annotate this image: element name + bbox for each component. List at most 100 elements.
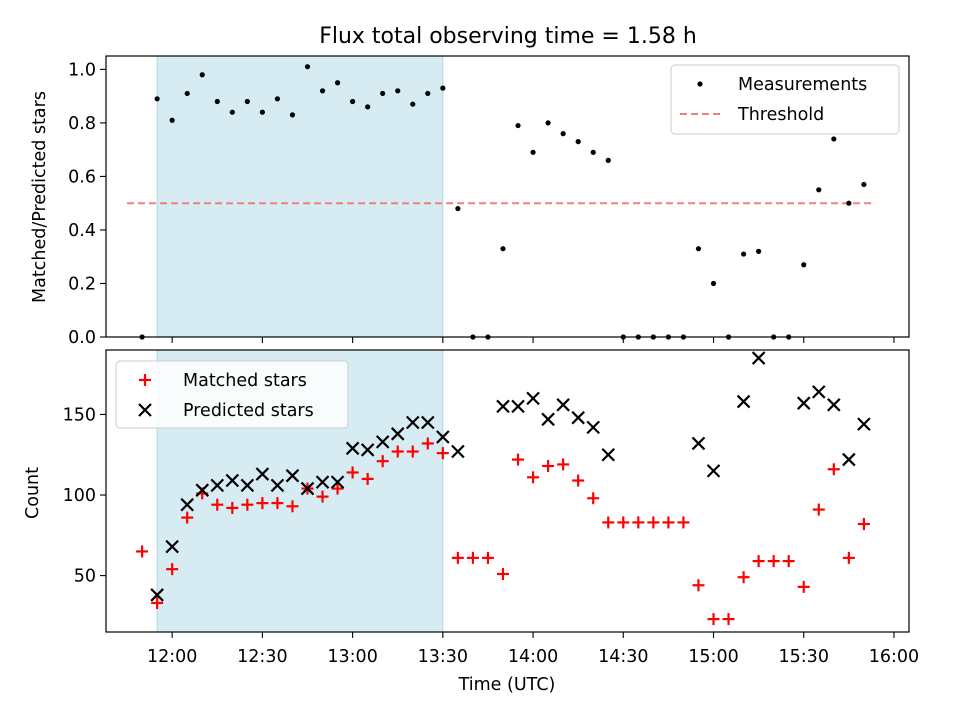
matched-star-point (166, 563, 179, 576)
matched-star-point (421, 437, 434, 450)
x-tick-label: 14:00 (508, 647, 558, 667)
matched-star-point (857, 518, 870, 531)
matched-star-point (406, 445, 419, 458)
top-y-ticks: 0.0 0.2 0.4 0.6 0.8 1.0 (68, 60, 106, 348)
y-tick-label: 0.2 (68, 274, 96, 294)
legend-matched-marker (139, 374, 151, 386)
matched-star-point (722, 613, 735, 626)
matched-stars-points (136, 437, 870, 626)
predicted-star-point (496, 399, 510, 414)
measurement-point (184, 90, 190, 97)
legend-predicted-label: Predicted stars (183, 401, 314, 421)
matched-star-point (226, 501, 239, 514)
predicted-star-point (390, 427, 405, 441)
predicted-stars-points (150, 351, 871, 602)
predicted-star-point (586, 420, 600, 435)
predicted-star-point (315, 475, 330, 489)
top-legend-box (670, 64, 900, 135)
y-tick-label: 0.4 (68, 221, 96, 241)
measurement-point (214, 98, 220, 105)
measurement-point (801, 262, 807, 268)
x-tick-label: 13:30 (418, 647, 468, 667)
predicted-star-point (195, 483, 210, 497)
measurement-points (139, 64, 867, 340)
matched-star-point (587, 492, 600, 505)
predicted-star-point (225, 473, 240, 488)
predicted-star-point (706, 464, 721, 478)
bottom-axes-frame (105, 349, 910, 633)
chart-title: Flux total observing time = 1.58 h (319, 24, 697, 49)
measurement-point (455, 205, 461, 212)
x-axis-label: Time (UTC) (458, 675, 556, 695)
matched-star-point (737, 571, 750, 584)
predicted-star-point (556, 398, 570, 412)
measurement-point (289, 112, 296, 118)
legend-matched-label: Matched stars (183, 371, 307, 391)
matched-star-point (617, 516, 630, 529)
predicted-star-point (330, 475, 345, 489)
matched-star-point (436, 447, 449, 460)
matched-star-point (827, 463, 840, 476)
matched-star-point (752, 555, 765, 568)
x-tick-label: 15:00 (688, 647, 738, 667)
measurement-point (831, 136, 837, 142)
matched-star-point (256, 497, 269, 510)
predicted-star-point (436, 430, 450, 444)
matched-star-point (466, 551, 479, 564)
measurement-point (169, 117, 175, 123)
measurement-point (365, 104, 371, 110)
matched-star-point (782, 555, 795, 568)
predicted-star-point (360, 443, 375, 457)
measurement-point (530, 149, 536, 155)
y-tick-label: 150 (63, 405, 96, 425)
predicted-star-point (736, 394, 751, 409)
predicted-star-point (165, 539, 179, 554)
y-tick-label: 0.6 (68, 167, 96, 187)
matched-star-point (271, 497, 284, 510)
predicted-star-point (255, 467, 270, 481)
predicted-star-point (285, 468, 300, 483)
predicted-star-point (751, 351, 766, 365)
y-tick-label: 100 (63, 486, 96, 506)
predicted-star-point (375, 435, 390, 449)
y-tick-label: 0.8 (68, 114, 96, 134)
measurement-point (515, 122, 521, 129)
predicted-star-point (842, 452, 856, 467)
predicted-star-point (210, 478, 225, 493)
bottom-y-label: Count (23, 467, 43, 519)
x-tick-label: 16:00 (869, 647, 919, 667)
predicted-star-point (526, 391, 540, 406)
matched-star-point (151, 596, 164, 609)
bottom-x-ticks: 12:00 12:30 13:00 13:30 14:00 14:30 15:00 15:30… (147, 632, 919, 667)
predicted-star-point (150, 588, 164, 602)
matched-star-point (812, 503, 825, 516)
matched-star-point (346, 466, 359, 479)
matched-star-point (692, 579, 705, 592)
predicted-star-point (405, 415, 420, 430)
measurement-point (816, 187, 822, 193)
measurement-point (500, 246, 506, 252)
predicted-star-point (270, 478, 285, 493)
matched-star-point (136, 545, 149, 558)
predicted-star-point (300, 481, 315, 496)
matched-star-point (391, 445, 404, 458)
matched-star-point (602, 516, 615, 529)
measurement-point (259, 109, 265, 115)
measurement-point (440, 85, 446, 91)
matched-star-point (572, 474, 585, 487)
predicted-star-point (240, 478, 255, 493)
measurement-point (740, 251, 747, 257)
matched-star-point (542, 460, 555, 473)
bottom-legend-box (115, 360, 349, 429)
top-x-ticks (171, 337, 895, 343)
matched-star-point (361, 472, 374, 485)
measurement-point (756, 248, 762, 254)
matched-star-point (496, 567, 509, 580)
x-tick-label: 12:30 (237, 647, 287, 667)
bottom-legend: Matched stars Predicted stars (115, 360, 349, 429)
measurement-point (229, 109, 235, 115)
matched-star-point (527, 471, 540, 484)
measurement-point (545, 120, 551, 126)
legend-measurements-label: Measurements (738, 75, 867, 95)
